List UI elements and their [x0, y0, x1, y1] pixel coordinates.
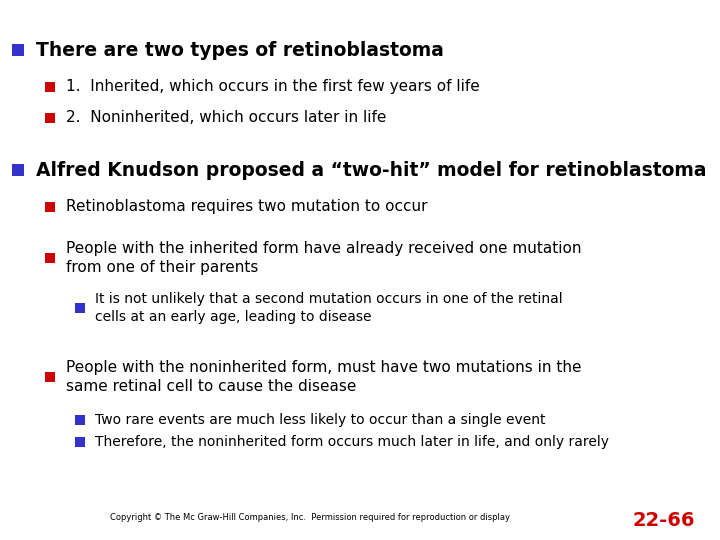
Text: 1.  Inherited, which occurs in the first few years of life: 1. Inherited, which occurs in the first … — [66, 79, 480, 94]
Point — [74, 416, 86, 424]
Point — [44, 254, 55, 262]
Point — [74, 438, 86, 447]
Point — [12, 46, 24, 55]
Text: Therefore, the noninherited form occurs much later in life, and only rarely: Therefore, the noninherited form occurs … — [95, 435, 609, 449]
Text: 22-66: 22-66 — [632, 510, 695, 530]
Point — [44, 373, 55, 381]
Point — [12, 166, 24, 174]
Text: People with the inherited form have already received one mutation
from one of th: People with the inherited form have alre… — [66, 241, 582, 275]
Text: Alfred Knudson proposed a “two-hit” model for retinoblastoma: Alfred Knudson proposed a “two-hit” mode… — [36, 160, 706, 179]
Point — [74, 303, 86, 312]
Text: 2.  Noninherited, which occurs later in life: 2. Noninherited, which occurs later in l… — [66, 111, 387, 125]
Point — [44, 83, 55, 91]
Point — [44, 202, 55, 211]
Text: People with the noninherited form, must have two mutations in the
same retinal c: People with the noninherited form, must … — [66, 360, 582, 394]
Text: There are two types of retinoblastoma: There are two types of retinoblastoma — [36, 40, 444, 59]
Text: It is not unlikely that a second mutation occurs in one of the retinal
cells at : It is not unlikely that a second mutatio… — [95, 292, 562, 324]
Text: Retinoblastoma requires two mutation to occur: Retinoblastoma requires two mutation to … — [66, 199, 428, 214]
Point — [44, 114, 55, 123]
Text: Two rare events are much less likely to occur than a single event: Two rare events are much less likely to … — [95, 413, 546, 427]
Text: Copyright © The Mc Graw-Hill Companies, Inc.  Permission required for reproducti: Copyright © The Mc Graw-Hill Companies, … — [110, 514, 510, 523]
